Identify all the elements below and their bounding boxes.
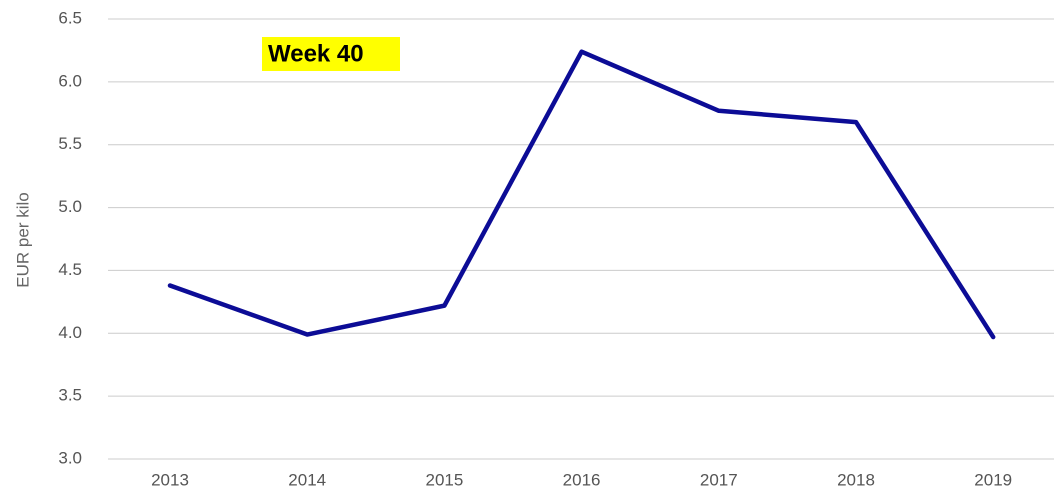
x-tick-label: 2014 bbox=[288, 470, 326, 489]
line-series bbox=[167, 49, 996, 340]
x-tick-label: 2018 bbox=[837, 470, 875, 489]
annotation: Week 40 bbox=[268, 40, 364, 67]
y-tick-label: 5.0 bbox=[58, 197, 82, 216]
y-tick-label: 3.0 bbox=[58, 448, 82, 467]
x-tick-label: 2016 bbox=[563, 470, 601, 489]
x-tick-label: 2013 bbox=[151, 470, 189, 489]
y-tick-label: 5.5 bbox=[58, 134, 82, 153]
y-axis-label: EUR per kilo bbox=[13, 192, 32, 287]
y-tick-label: 3.5 bbox=[58, 386, 82, 405]
y-tick-label: 4.0 bbox=[58, 323, 82, 342]
y-tick-label: 6.0 bbox=[58, 71, 82, 90]
x-tick-label: 2015 bbox=[425, 470, 463, 489]
y-tick-label: 4.5 bbox=[58, 260, 82, 279]
x-tick-label: 2017 bbox=[700, 470, 738, 489]
annotation-highlight bbox=[262, 37, 400, 71]
x-tick-label: 2019 bbox=[974, 470, 1012, 489]
y-tick-label: 6.5 bbox=[58, 8, 82, 27]
